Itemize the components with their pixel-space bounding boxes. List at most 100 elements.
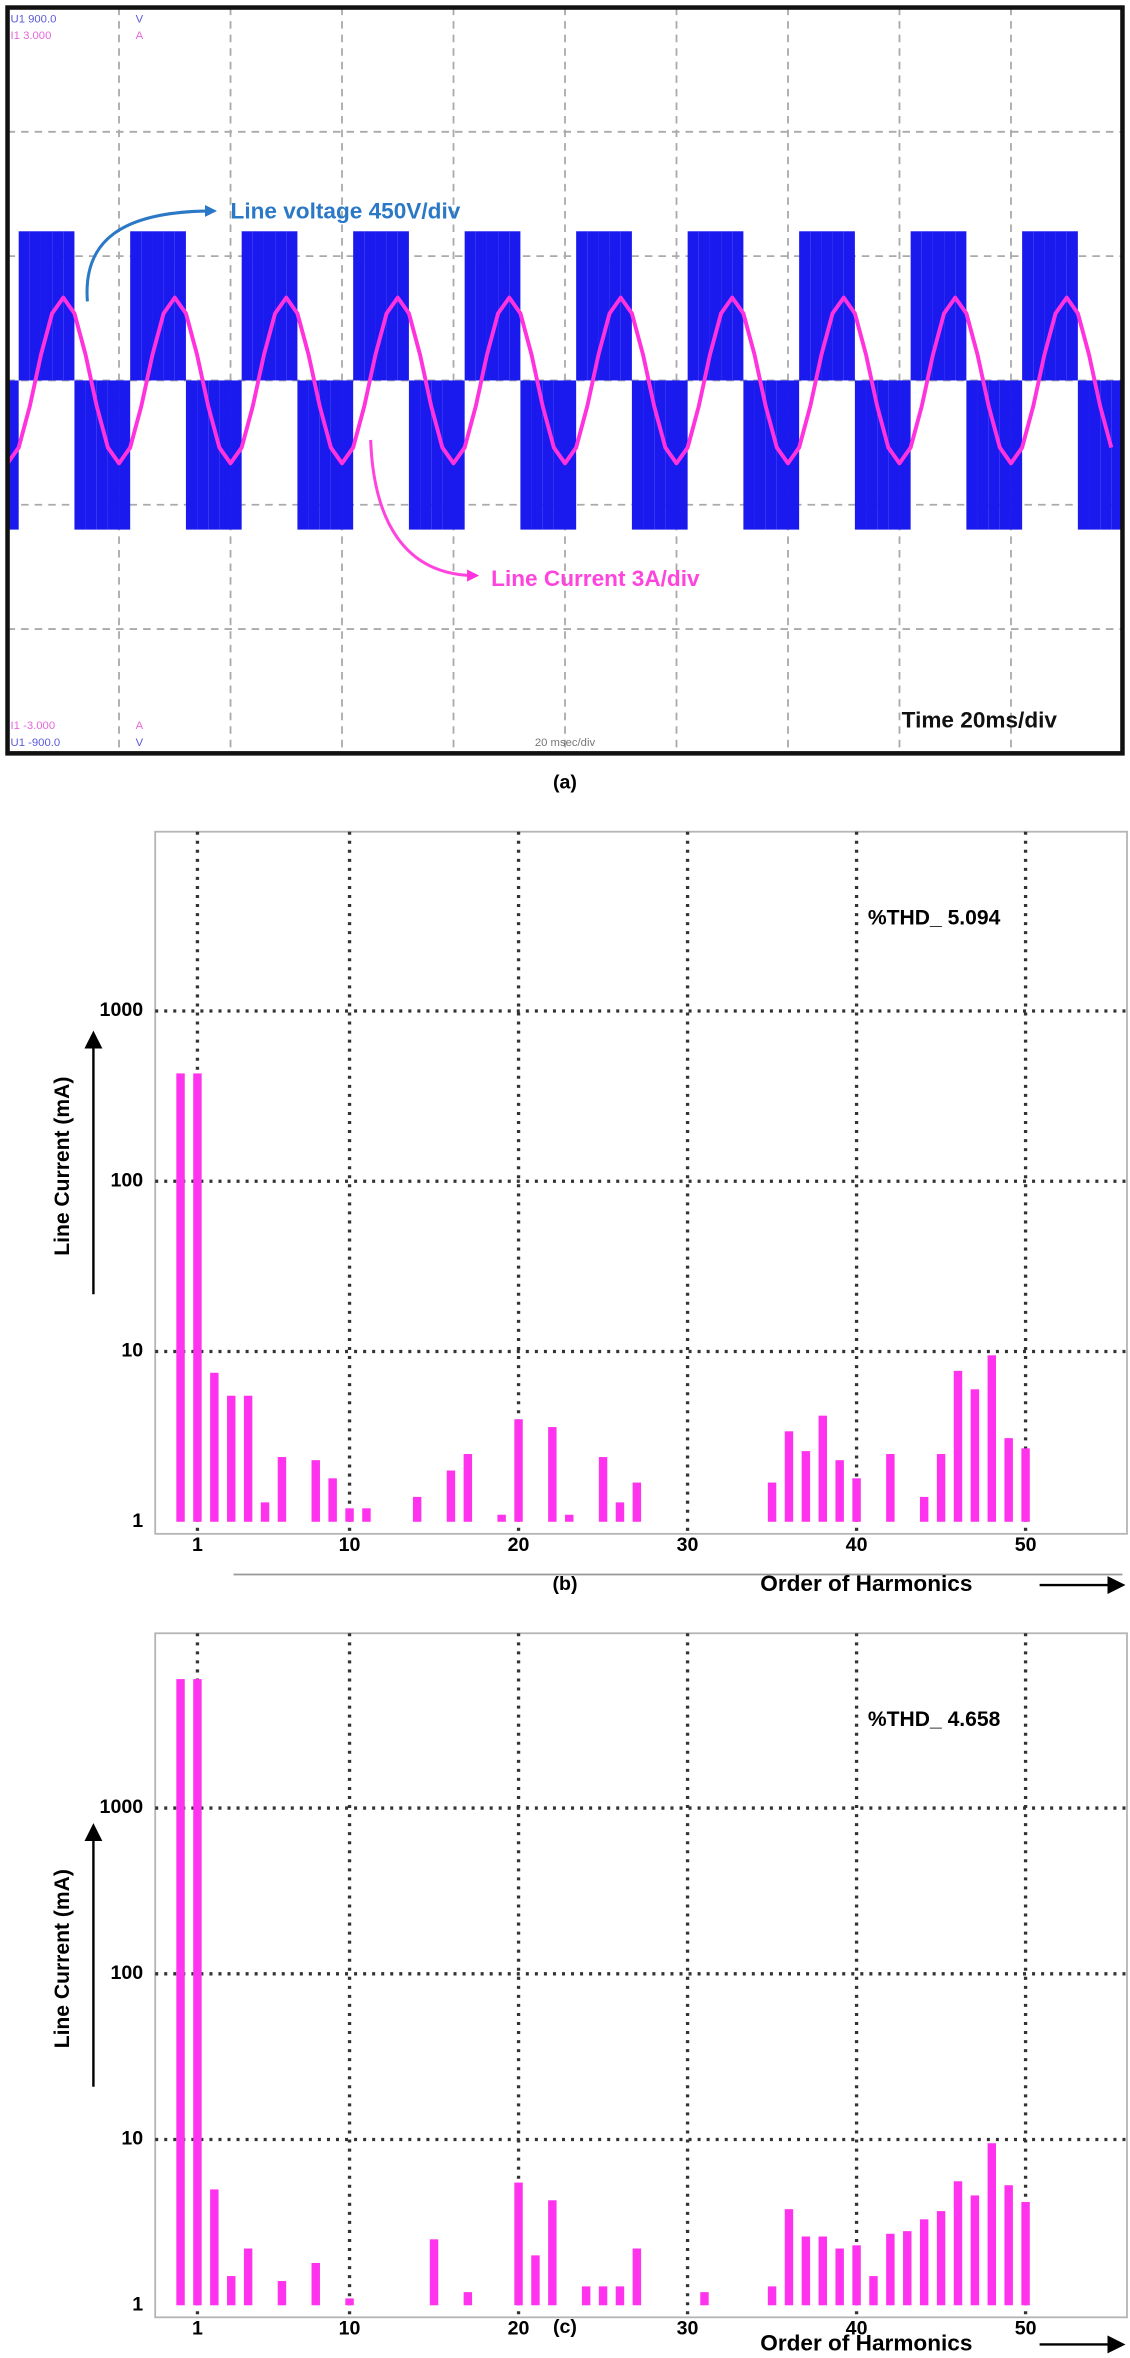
y-tick-label: 1 <box>132 2293 143 2315</box>
harmonic-bar <box>598 2286 608 2306</box>
voltage-block <box>520 380 532 530</box>
voltage-block <box>910 231 922 381</box>
harmonic-bar <box>446 1470 456 1522</box>
x-tick-label: 50 <box>1015 2318 1037 2340</box>
scope-label: 20 msec/div <box>535 737 596 749</box>
harmonic-bar <box>987 1355 996 1522</box>
voltage-block <box>1044 231 1056 381</box>
voltage-block <box>464 231 476 381</box>
harmonic-bar <box>243 1395 253 1522</box>
harmonic-bar <box>852 1478 861 1522</box>
harmonic-bar <box>987 2143 996 2306</box>
voltage-block <box>408 380 421 530</box>
x-tick-label: 20 <box>508 1534 530 1556</box>
x-tick-label: 40 <box>846 2318 868 2340</box>
voltage-block <box>799 231 811 381</box>
x-axis-label: Order of Harmonics <box>760 2330 972 2355</box>
voltage-block <box>85 380 97 530</box>
voltage-block <box>765 380 777 530</box>
voltage-block <box>130 231 142 381</box>
harmonic-bar <box>784 1431 794 1522</box>
harmonic-bar <box>277 1457 287 1522</box>
current-trace <box>5 295 1114 466</box>
current-arrow <box>369 439 480 582</box>
harmonic-bar <box>328 1478 337 1522</box>
harmonic-bar <box>801 1451 811 1522</box>
panel-caption: (b) <box>553 1573 578 1595</box>
voltage-block <box>643 380 655 530</box>
voltage-block <box>1022 231 1034 381</box>
harmonic-bar <box>970 1389 980 1522</box>
voltage-block <box>152 231 164 381</box>
plot-frame <box>154 1632 1128 2319</box>
harmonic-bar <box>598 1457 608 1522</box>
voltage-block <box>74 380 86 530</box>
plot-border <box>5 5 1125 756</box>
voltage-block <box>709 231 722 381</box>
voltage-block <box>1033 231 1045 381</box>
voltage-block <box>977 380 989 530</box>
scope-label: U1 -900.0 <box>11 737 61 749</box>
harmonic-bar <box>700 2292 709 2306</box>
time-label: Time 20ms/div <box>902 708 1058 733</box>
voltage-block <box>743 380 755 530</box>
voltage-block <box>420 380 432 530</box>
y-tick-label: 10 <box>121 2128 143 2150</box>
voltage-block <box>308 380 320 530</box>
harmonic-bar <box>176 1679 185 2306</box>
harmonic-bar <box>243 2248 253 2306</box>
thd-annotation: %THD_ 5.094 <box>868 907 1001 930</box>
voltage-block <box>1100 380 1112 530</box>
harmonic-bar <box>345 2298 354 2306</box>
harmonic-bar <box>1021 2201 1030 2306</box>
harmonic-bar <box>852 2245 861 2306</box>
voltage-block <box>631 380 644 530</box>
voltage-block <box>687 231 699 381</box>
voltage-block <box>654 380 666 530</box>
voltage-block <box>364 231 376 381</box>
voltage-block <box>241 231 253 381</box>
harmonic-bar <box>1021 1448 1030 1522</box>
harmonic-bar <box>919 1496 929 1522</box>
voltage-block <box>1089 380 1101 530</box>
thd-annotation: %THD_ 4.658 <box>868 1708 1001 1731</box>
voltage-block <box>263 231 276 381</box>
voltage-block <box>375 231 387 381</box>
harmonic-bar <box>818 2236 827 2306</box>
harmonic-bar <box>953 1370 963 1522</box>
harmonic-bar <box>277 2281 287 2306</box>
voltage-arrow <box>85 204 217 302</box>
harmonic-bar <box>210 2189 219 2306</box>
voltage-block <box>208 380 220 530</box>
harmonic-bar <box>227 1395 236 1522</box>
voltage-block <box>821 231 833 381</box>
harmonic-bar <box>886 2233 895 2306</box>
x-tick-label: 10 <box>339 2318 361 2340</box>
voltage-block <box>475 231 487 381</box>
scope-label: A <box>136 30 144 42</box>
voltage-block <box>252 231 264 381</box>
voltage-block <box>185 380 198 530</box>
voltage-block <box>486 231 499 381</box>
x-tick-label: 10 <box>339 1534 361 1556</box>
y-tick-label: 10 <box>121 1340 143 1362</box>
harmonic-bar <box>210 1372 219 1522</box>
x-axis-label: Order of Harmonics <box>760 1571 972 1596</box>
x-tick-label: 40 <box>846 1534 868 1556</box>
harmonic-bar <box>869 2276 878 2306</box>
scope-label: I1 -3.000 <box>11 720 56 732</box>
harmonic-bar <box>548 1427 557 1522</box>
voltage-block <box>431 380 443 530</box>
x-tick-label: 30 <box>677 1534 699 1556</box>
harmonic-bar <box>176 1073 185 1522</box>
x-tick-label: 1 <box>192 1534 203 1556</box>
current-label: Line Current 3A/div <box>491 566 700 591</box>
voltage-block <box>921 231 933 381</box>
voltage-label: Line voltage 450V/div <box>231 198 461 223</box>
harmonic-bar <box>463 1454 473 1522</box>
y-tick-label: 1 <box>132 1510 143 1532</box>
harmonic-bar <box>801 2236 811 2306</box>
harmonic-bar <box>412 1496 422 1522</box>
voltage-block <box>141 231 153 381</box>
